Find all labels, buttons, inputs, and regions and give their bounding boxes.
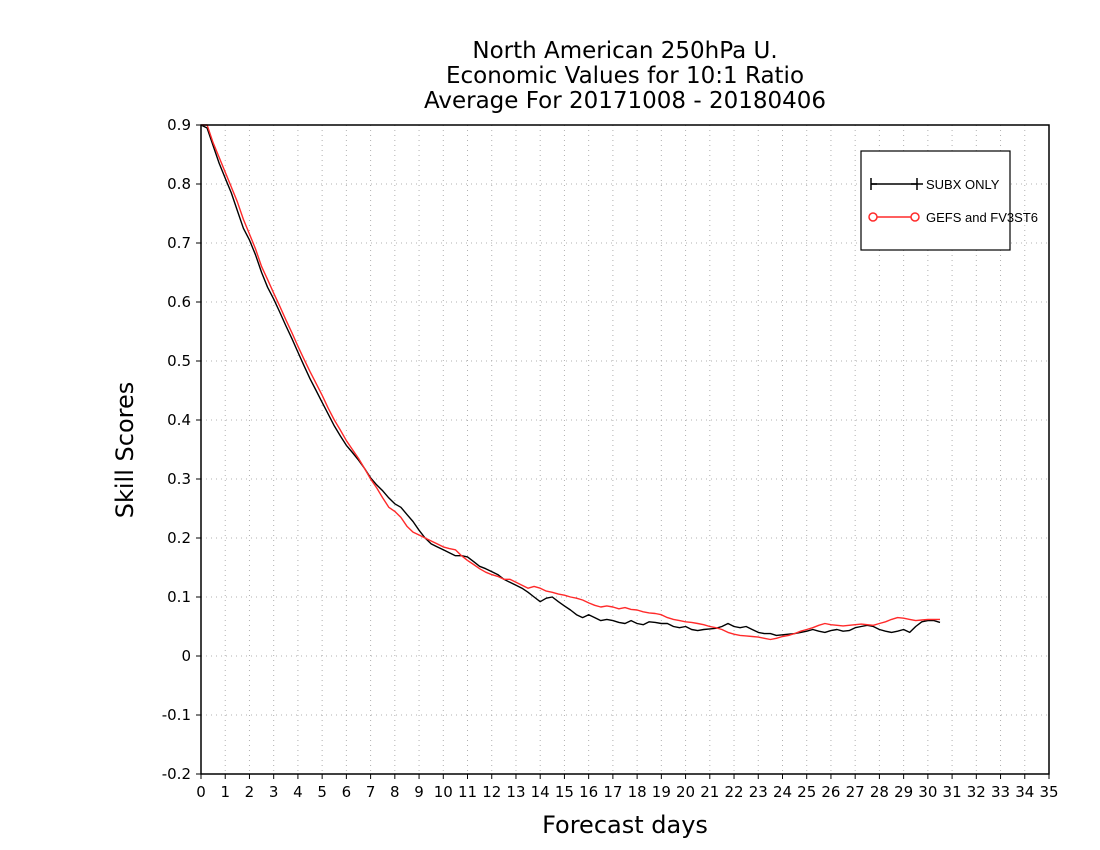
chart-title: North American 250hPa U. Economic Values… — [424, 38, 826, 114]
x-tick-label: 23 — [749, 783, 768, 801]
x-tick-label: 24 — [773, 783, 792, 801]
y-tick-label: 0.1 — [167, 588, 191, 606]
x-tick-label: 1 — [220, 783, 230, 801]
x-tick-label: 10 — [434, 783, 453, 801]
legend-box — [860, 150, 1011, 251]
plus-marker-icon — [870, 178, 923, 190]
x-tick-label: 15 — [555, 783, 574, 801]
x-axis-label: Forecast days — [542, 811, 708, 839]
x-tick-label: 21 — [700, 783, 719, 801]
x-tick-label: 14 — [531, 783, 550, 801]
x-tick-label: 17 — [603, 783, 622, 801]
legend: SUBX ONLY GEFS and FV3ST6 — [860, 150, 1038, 251]
x-tick-label: 7 — [366, 783, 376, 801]
circle-marker-icon — [910, 212, 920, 222]
x-tick-label: 3 — [269, 783, 279, 801]
x-tick-label: 18 — [628, 783, 647, 801]
title-line-3: Average For 20171008 - 20180406 — [424, 88, 826, 114]
x-tick-label: 29 — [894, 783, 913, 801]
title-line-1: North American 250hPa U. — [472, 38, 777, 64]
x-tick-label: 8 — [390, 783, 400, 801]
x-tick-label: 16 — [579, 783, 598, 801]
x-tick-label: 6 — [342, 783, 352, 801]
series-line-subx — [200, 124, 941, 637]
x-tick-label: 12 — [482, 783, 501, 801]
legend-label-gefs: GEFS and FV3ST6 — [926, 210, 1038, 225]
x-tick-label: 4 — [293, 783, 303, 801]
y-tick-label: -0.2 — [162, 765, 191, 783]
y-tick-label: 0.8 — [167, 175, 191, 193]
grid — [201, 125, 1049, 774]
y-tick-label: 0.4 — [167, 411, 191, 429]
x-tick-label: 32 — [967, 783, 986, 801]
x-tick-label: 31 — [943, 783, 962, 801]
series-line-gefs — [201, 124, 940, 641]
x-tick-label: 33 — [991, 783, 1010, 801]
x-tick-label: 27 — [846, 783, 865, 801]
x-tick-label: 2 — [245, 783, 255, 801]
x-tick-label: 9 — [414, 783, 424, 801]
x-tick-label: 30 — [918, 783, 937, 801]
y-axis-ticks: -0.2 -0.1 0 0.1 0.2 0.3 0.4 0.5 0.6 0.7 0.8 0.9 — [162, 116, 201, 783]
x-axis-ticks: 0 1 2 3 4 5 6 7 8 9 10 11 12 13 14 15 16 17 18 19 20 21 22 23 24… — [196, 774, 1059, 801]
y-axis-label: Skill Scores — [111, 382, 139, 519]
y-tick-label: 0.2 — [167, 529, 191, 547]
x-tick-label: 22 — [724, 783, 743, 801]
y-tick-label: 0.3 — [167, 470, 191, 488]
title-line-2: Economic Values for 10:1 Ratio — [446, 63, 804, 89]
y-tick-label: -0.1 — [162, 706, 191, 724]
legend-item-subx: SUBX ONLY — [870, 177, 1000, 192]
x-tick-label: 26 — [821, 783, 840, 801]
x-tick-label: 20 — [676, 783, 695, 801]
y-tick-label: 0.9 — [167, 116, 191, 134]
x-tick-label: 5 — [317, 783, 327, 801]
circle-marker-icon — [868, 212, 878, 222]
plot-area-frame — [200, 124, 1050, 775]
x-tick-label: 25 — [797, 783, 816, 801]
x-tick-label: 34 — [1015, 783, 1034, 801]
y-tick-label: 0 — [181, 647, 191, 665]
x-tick-label: 0 — [196, 783, 206, 801]
legend-label-subx: SUBX ONLY — [926, 177, 1000, 192]
x-tick-label: 19 — [652, 783, 671, 801]
x-tick-label: 13 — [506, 783, 525, 801]
y-tick-label: 0.5 — [167, 352, 191, 370]
y-tick-label: 0.6 — [167, 293, 191, 311]
x-tick-label: 11 — [458, 783, 477, 801]
legend-item-gefs: GEFS and FV3ST6 — [868, 210, 1038, 225]
x-tick-label: 35 — [1039, 783, 1058, 801]
y-tick-label: 0.7 — [167, 234, 191, 252]
series-layer — [200, 124, 941, 641]
x-tick-label: 28 — [870, 783, 889, 801]
